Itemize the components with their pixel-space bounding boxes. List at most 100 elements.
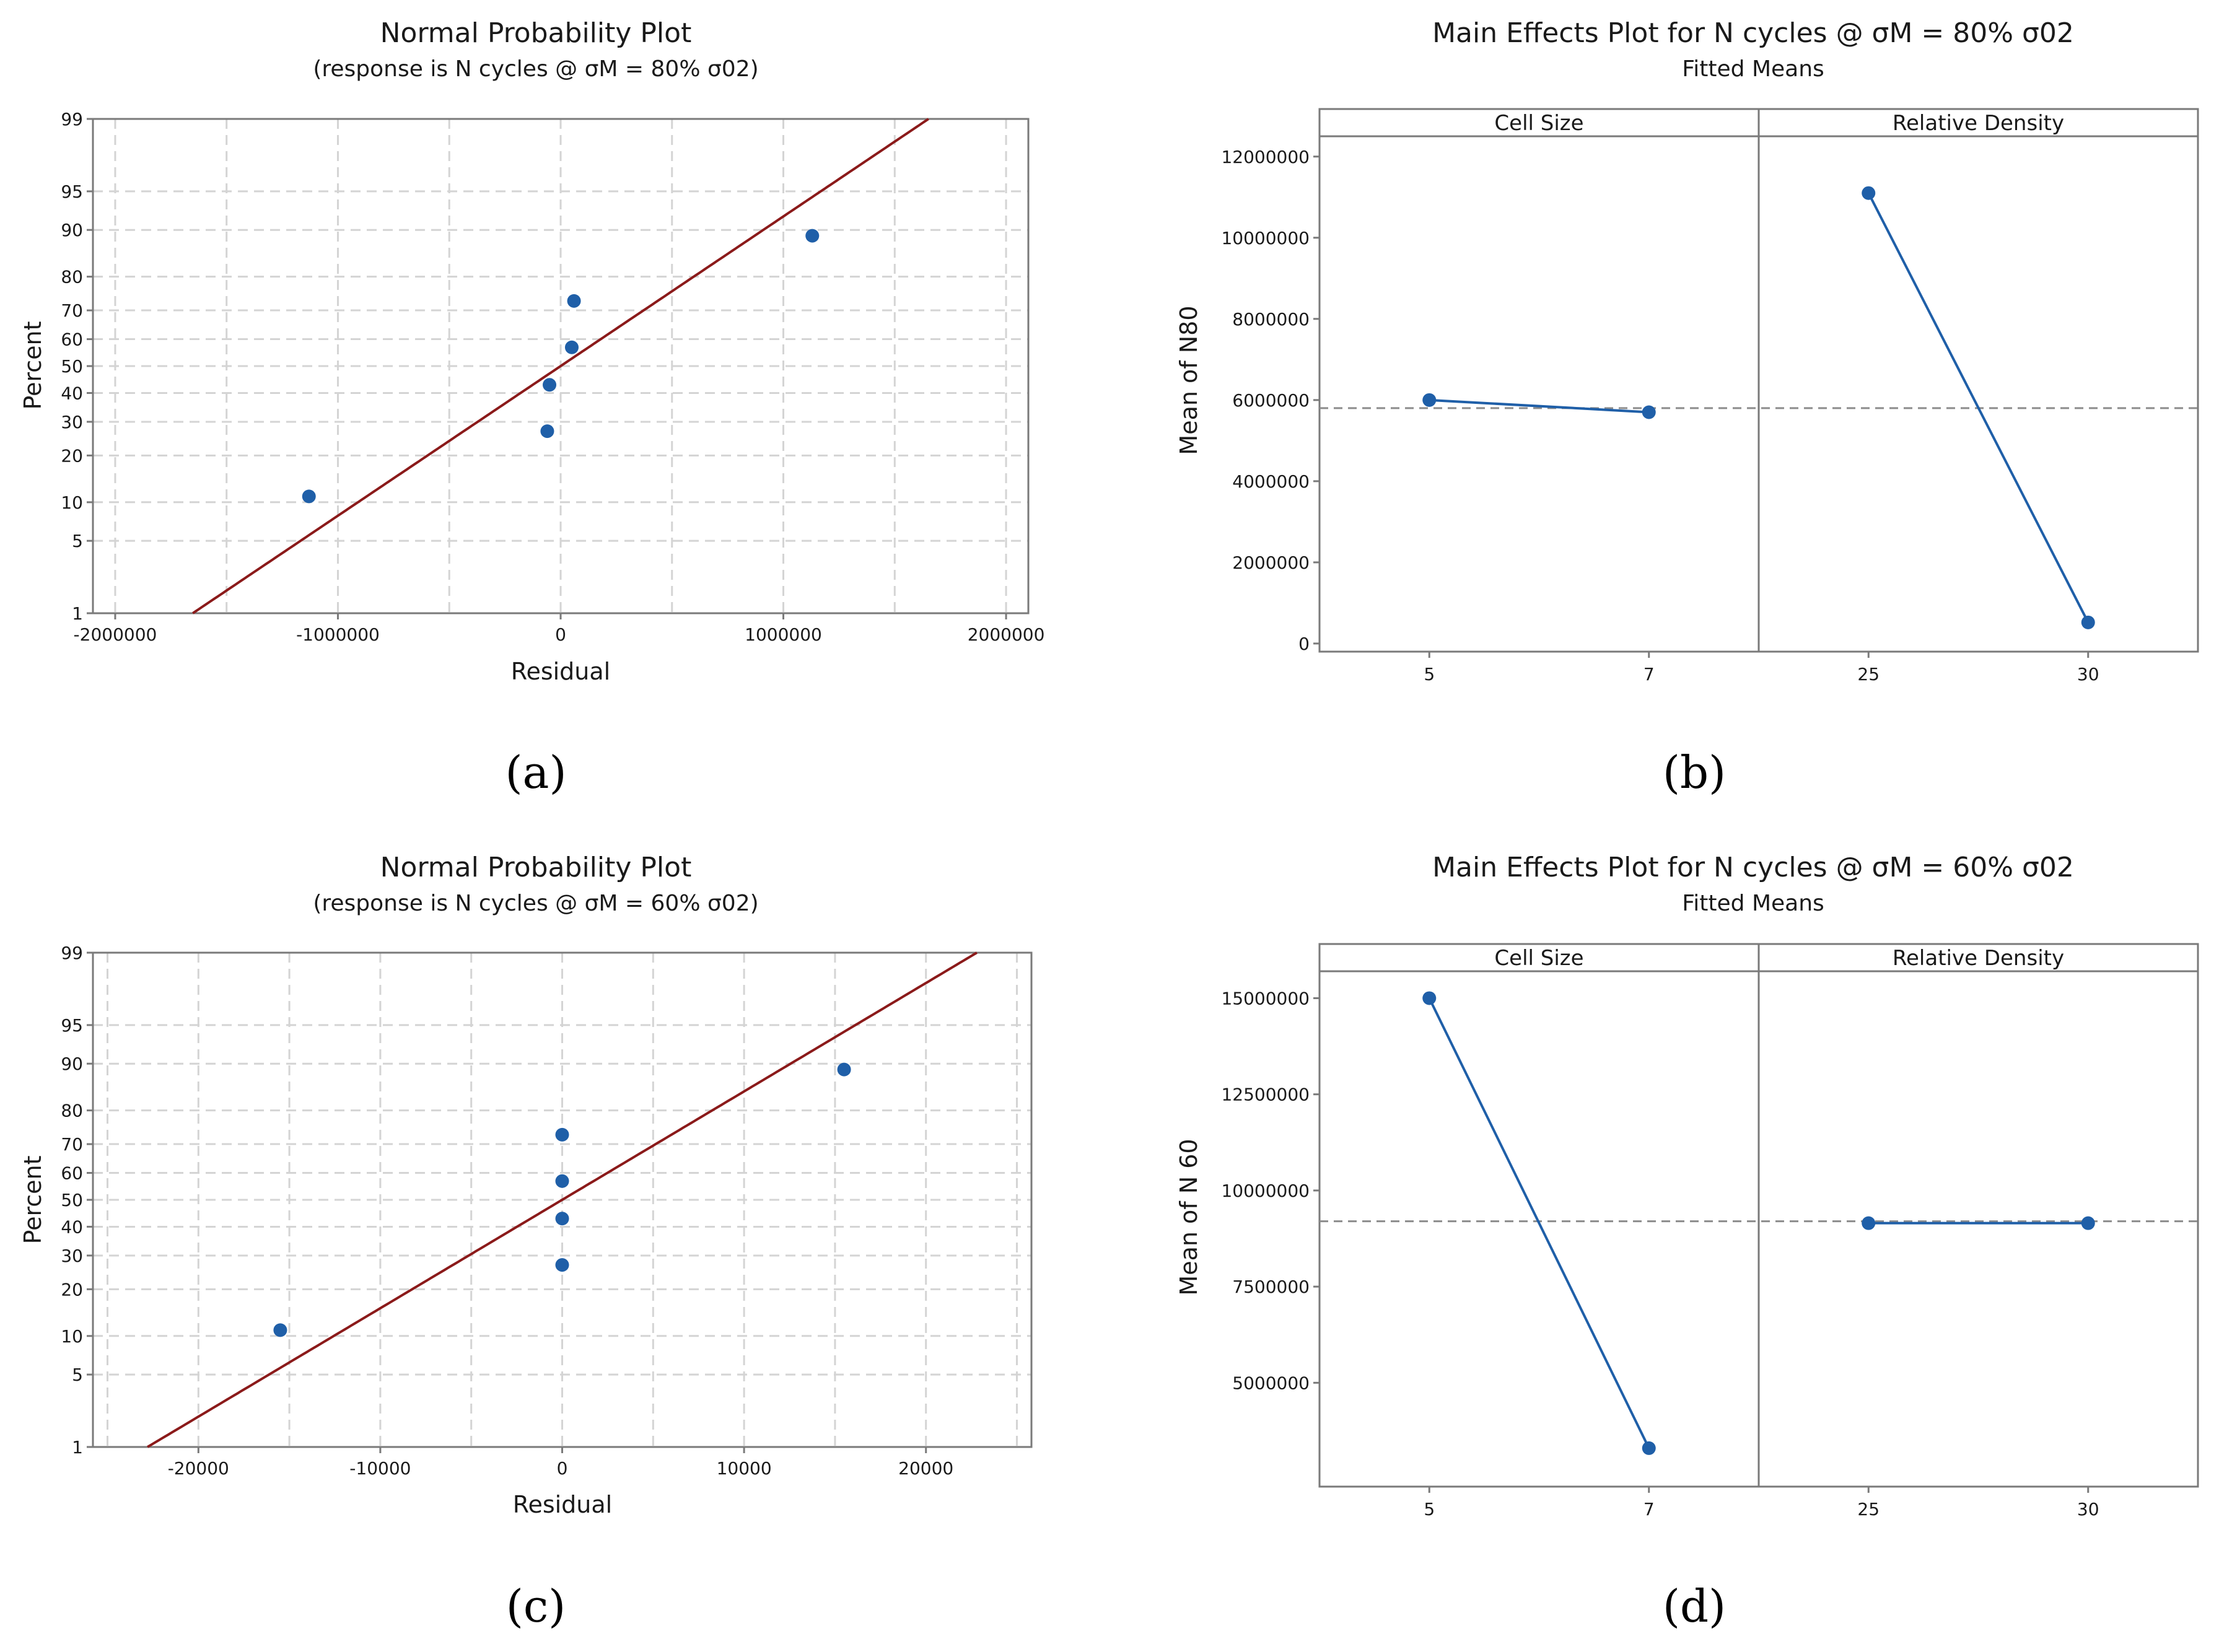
chart-title: Normal Probability Plot (380, 17, 692, 49)
panel-label-d: (d) (1663, 1580, 1726, 1632)
y-tick-label: 80 (61, 1101, 83, 1121)
y-tick-label: 20 (61, 445, 83, 466)
x-tick-label: 0 (557, 1458, 568, 1479)
effect-line (1867, 192, 2090, 623)
x-tick-label: 0 (555, 624, 566, 645)
x-axis-label: Residual (513, 1491, 612, 1518)
y-tick-label: 15000000 (1221, 988, 1310, 1008)
y-tick-label: 12500000 (1221, 1085, 1310, 1105)
y-tick-label: 12000000 (1221, 147, 1310, 167)
y-tick-label: 50 (61, 356, 83, 377)
y-tick-label: 99 (61, 109, 83, 129)
factor-strip (1757, 108, 2199, 138)
residual-point (564, 340, 579, 354)
x-tick-label: -1000000 (296, 624, 380, 645)
y-tick-label: 99 (61, 943, 83, 963)
level-mean-point (1642, 1441, 1656, 1455)
y-tick-label: 1 (72, 1437, 83, 1458)
residual-point (805, 229, 820, 243)
residual-point (543, 378, 557, 392)
y-tick-label: 5 (72, 1365, 83, 1385)
y-axis-label: Percent (19, 321, 46, 410)
y-tick-label: 50 (61, 1190, 83, 1210)
x-tick-label: 30 (2077, 1499, 2099, 1519)
level-mean-point (1422, 991, 1437, 1005)
residual-point (837, 1062, 851, 1077)
y-tick-label: 70 (61, 1134, 83, 1155)
x-axis-label: Residual (511, 658, 610, 685)
y-axis-label: Mean of N 60 (1175, 1138, 1202, 1295)
y-tick-label: 10000000 (1221, 1181, 1310, 1201)
residual-point (567, 294, 581, 308)
chart-title: Main Effects Plot for N cycles @ σM = 80… (1432, 17, 2074, 49)
y-tick-label: 5000000 (1232, 1373, 1310, 1393)
fitted-line (192, 118, 929, 614)
factor-strip (1318, 943, 1760, 972)
panel-label-c: (c) (506, 1580, 566, 1632)
factor-name: Cell Size (1494, 946, 1583, 971)
x-tick-label: 5 (1424, 1499, 1435, 1519)
chart-subtitle: Fitted Means (1682, 891, 1824, 916)
fitted-line (147, 951, 978, 1448)
chart-title: Normal Probability Plot (380, 852, 692, 883)
level-mean-point (2081, 615, 2095, 629)
effect-line (1428, 997, 1650, 1449)
y-axis-label: Mean of N80 (1175, 305, 1202, 455)
x-tick-label: 30 (2077, 664, 2099, 684)
chart-subtitle: (response is N cycles @ σM = 60% σ02) (313, 891, 758, 916)
x-tick-label: 1000000 (745, 624, 822, 645)
y-tick-label: 95 (61, 1015, 83, 1036)
level-mean-point (1862, 1216, 1876, 1230)
x-tick-label: -20000 (168, 1458, 229, 1479)
y-axis-label: Percent (19, 1156, 46, 1244)
y-tick-label: 20 (61, 1279, 83, 1300)
y-tick-label: 80 (61, 267, 83, 287)
chart-title: Main Effects Plot for N cycles @ σM = 60… (1432, 852, 2074, 883)
y-tick-label: 6000000 (1232, 390, 1310, 411)
x-tick-label: 7 (1643, 1499, 1655, 1519)
effect-line (1429, 398, 1649, 414)
residual-point (273, 1323, 287, 1337)
level-mean-point (1642, 405, 1656, 419)
y-tick-label: 7500000 (1232, 1277, 1310, 1297)
residual-point (555, 1174, 569, 1188)
x-tick-label: -10000 (349, 1458, 411, 1479)
panel-label-a: (a) (505, 746, 566, 798)
y-tick-label: 90 (61, 220, 83, 240)
residual-point (555, 1212, 569, 1226)
residual-point (302, 489, 316, 504)
y-tick-label: 0 (1298, 634, 1310, 654)
level-mean-point (1862, 186, 1876, 200)
y-tick-label: 30 (61, 412, 83, 432)
y-tick-label: 70 (61, 300, 83, 321)
main-effects-plot-60: Main Effects Plot for N cycles @ σM = 60… (1175, 852, 2199, 1632)
y-tick-label: 40 (61, 1217, 83, 1237)
residual-point (555, 1258, 569, 1272)
normal-probability-plot-60: Normal Probability Plot (response is N c… (19, 852, 1033, 1632)
y-tick-label: 5 (72, 531, 83, 551)
y-tick-label: 60 (61, 330, 83, 350)
y-tick-label: 4000000 (1232, 471, 1310, 492)
y-tick-label: 95 (61, 181, 83, 202)
x-tick-label: 2000000 (968, 624, 1045, 645)
x-tick-label: -2000000 (74, 624, 157, 645)
factor-name: Relative Density (1893, 946, 2064, 971)
x-tick-label: 7 (1643, 664, 1655, 684)
level-mean-point (2081, 1216, 2095, 1230)
y-tick-label: 10000000 (1221, 228, 1310, 248)
chart-subtitle: (response is N cycles @ σM = 80% σ02) (313, 56, 758, 82)
y-tick-label: 10 (61, 1326, 83, 1347)
x-tick-label: 25 (1857, 1499, 1880, 1519)
y-tick-label: 1 (72, 603, 83, 624)
y-tick-label: 2000000 (1232, 553, 1310, 573)
y-tick-label: 10 (61, 492, 83, 513)
factor-name: Cell Size (1494, 111, 1583, 136)
factor-name: Relative Density (1893, 111, 2064, 136)
residual-point (555, 1127, 569, 1142)
level-mean-point (1422, 393, 1437, 407)
residual-point (540, 424, 554, 439)
panel-label-b: (b) (1663, 746, 1726, 798)
x-tick-label: 20000 (898, 1458, 953, 1479)
y-tick-label: 8000000 (1232, 309, 1310, 330)
